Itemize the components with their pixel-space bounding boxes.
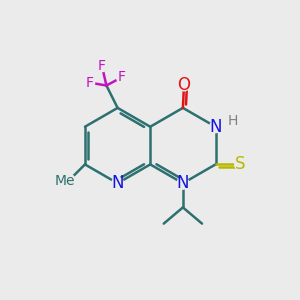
- Circle shape: [177, 177, 189, 189]
- Text: F: F: [98, 59, 106, 74]
- Circle shape: [84, 77, 94, 88]
- Text: H: H: [228, 115, 238, 128]
- Text: N: N: [111, 174, 124, 192]
- Circle shape: [116, 72, 127, 83]
- Circle shape: [235, 158, 246, 170]
- Text: N: N: [209, 118, 222, 136]
- Text: S: S: [235, 155, 246, 173]
- Circle shape: [178, 79, 190, 91]
- Circle shape: [62, 174, 75, 187]
- Circle shape: [112, 177, 124, 189]
- Text: F: F: [85, 76, 93, 90]
- Text: Me: Me: [55, 174, 75, 188]
- Circle shape: [210, 121, 221, 133]
- Text: F: F: [118, 70, 126, 84]
- Text: N: N: [177, 174, 189, 192]
- Circle shape: [97, 61, 107, 72]
- Text: O: O: [178, 76, 190, 94]
